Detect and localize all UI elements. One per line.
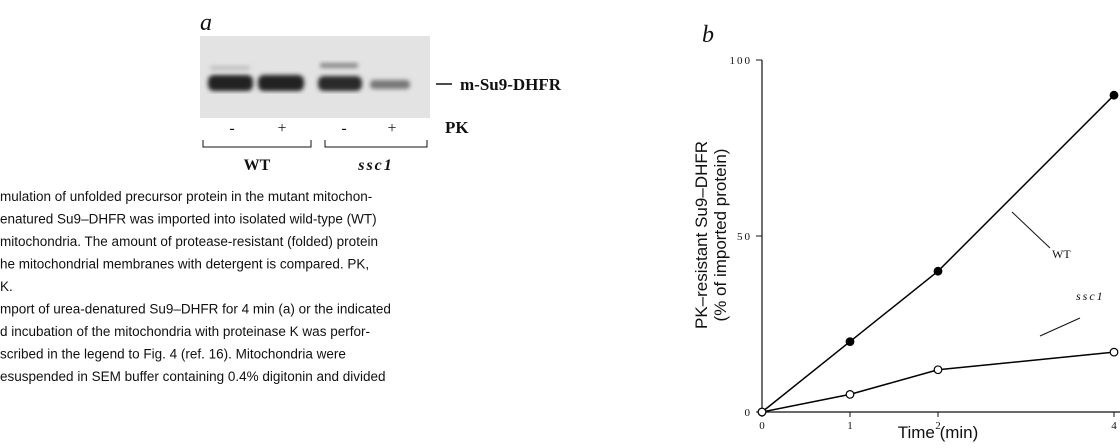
caption-line: mitochondria. The amount of protease-res… (0, 234, 378, 249)
data-point (1110, 91, 1118, 99)
data-point (934, 267, 942, 275)
data-point (934, 366, 942, 374)
y-tick-label: 0 (745, 407, 753, 419)
annotation-leader (1012, 212, 1050, 248)
y-tick-label: 100 (730, 55, 753, 67)
caption-line: esuspended in SEM buffer containing 0.4%… (0, 369, 386, 384)
series-line (762, 352, 1114, 412)
x-tick-label: 4 (1111, 420, 1117, 432)
caption-line: scribed in the legend to Fig. 4 (ref. 16… (0, 347, 346, 362)
data-point (846, 338, 854, 346)
group-label: WT (244, 157, 271, 174)
lane-label: - (229, 120, 234, 137)
x-axis-label: Time (min) (898, 423, 979, 442)
data-point (1110, 348, 1118, 356)
y-axis-label: (% of imported protein) (711, 149, 730, 322)
panel-label: b (702, 22, 714, 48)
panel-label: a (200, 10, 212, 36)
data-point (758, 408, 766, 416)
caption-line: mport of urea-denatured Su9–DHFR for 4 m… (0, 302, 391, 317)
caption-line: K. (0, 279, 13, 294)
caption-line: enatured Su9–DHFR was imported into isol… (0, 212, 377, 227)
y-axis-label: PK–resistant Su9–DHFR (692, 141, 711, 329)
x-tick-label: 1 (847, 420, 853, 432)
series-label: ssc1 (1076, 289, 1105, 303)
lane-label: - (341, 120, 346, 137)
lane-label: + (387, 120, 396, 137)
caption-line: mulation of unfolded precursor protein i… (0, 189, 372, 204)
caption-line: d incubation of the mitochondria with pr… (0, 324, 370, 339)
lane-label: + (277, 120, 286, 137)
annotation-leader (1040, 318, 1080, 336)
caption: mulation of unfolded precursor protein i… (0, 189, 391, 384)
lane-brackets (203, 140, 427, 147)
series-label: WT (1052, 247, 1071, 261)
band-label: m-Su9-DHFR (460, 75, 562, 94)
figure: a m-Su9-DHFR PK - + - + WT ssc1 mulation… (0, 0, 1120, 443)
data-point (846, 391, 854, 399)
y-tick-label: 50 (737, 231, 752, 243)
caption-line: he mitochondrial membranes with detergen… (0, 257, 369, 272)
x-tick-label: 0 (759, 420, 765, 432)
group-label: ssc1 (357, 157, 394, 174)
treatment-label: PK (445, 118, 469, 137)
